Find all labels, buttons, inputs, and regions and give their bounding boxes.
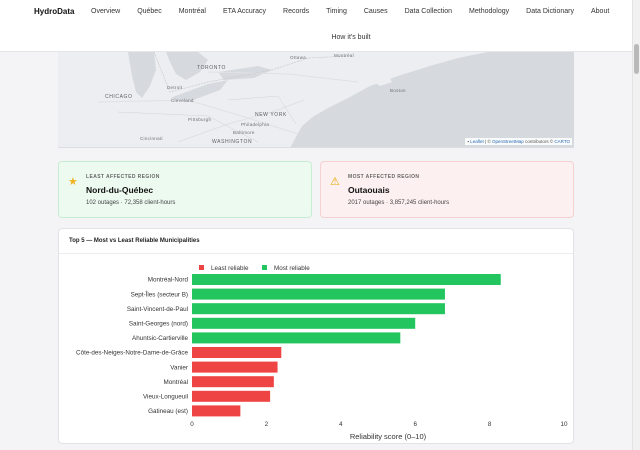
- chart-bar: [192, 274, 501, 285]
- most-affected-tag: MOST AFFECTED REGION: [348, 174, 420, 180]
- legend-swatch: [199, 265, 204, 270]
- nav-item-causes[interactable]: Causes: [363, 8, 388, 15]
- chart-bar: [192, 405, 241, 417]
- scrollbar-thumb[interactable]: [634, 44, 639, 74]
- map-city-label: TORONTO: [197, 65, 227, 71]
- osm-link[interactable]: OpenStreetMap: [492, 139, 524, 144]
- most-affected-region: Outaouais: [348, 185, 390, 195]
- map-city-label: Cincinnati: [140, 136, 163, 141]
- nav-item-eta-accuracy[interactable]: ETA Accuracy: [222, 8, 267, 15]
- map-city-label: NEW YORK: [255, 112, 287, 118]
- least-affected-card: ★ LEAST AFFECTED REGION Nord-du-Québec 1…: [58, 161, 312, 218]
- least-affected-tag: LEAST AFFECTED REGION: [86, 174, 160, 180]
- chart-bar: [192, 288, 445, 300]
- reliability-chart-card: Top 5 — Most vs Least Reliable Municipal…: [58, 228, 574, 444]
- category-label: Gatineau (est): [148, 408, 188, 415]
- nav-item-quebec[interactable]: Québec: [137, 8, 162, 15]
- star-icon: ★: [68, 176, 78, 188]
- map-city-label: Baltimore: [233, 130, 255, 135]
- least-affected-meta: 102 outages · 72,358 client-hours: [86, 200, 176, 206]
- chart-bar: [192, 317, 416, 329]
- category-label: Montréal-Nord: [148, 277, 189, 284]
- map-city-label: Pittsburgh: [188, 117, 212, 122]
- map-city-label: Ottawa: [290, 55, 307, 60]
- map-city-label: CHICAGO: [105, 94, 133, 100]
- x-tick-label: 10: [560, 421, 568, 428]
- map-city-label: Philadelphia: [241, 122, 270, 127]
- chart-divider: [59, 253, 573, 254]
- least-affected-region: Nord-du-Québec: [86, 185, 154, 195]
- chart-bar: [192, 361, 278, 373]
- leaflet-flag-icon: ▪: [467, 139, 470, 144]
- x-tick-label: 6: [413, 421, 417, 428]
- attribution-contributors: contributors ©: [523, 139, 555, 144]
- map-tiles: [58, 52, 574, 147]
- x-tick-label: 2: [265, 421, 269, 428]
- legend-label: Least reliable: [211, 265, 249, 272]
- nav-item-how-its-built[interactable]: How it's built: [331, 34, 371, 41]
- most-affected-card: ⚠ MOST AFFECTED REGION Outaouais 2017 ou…: [320, 161, 574, 218]
- brand-logo[interactable]: HydroData: [34, 7, 75, 16]
- chart-bar: [192, 332, 401, 344]
- most-affected-meta: 2017 outages · 3,857,245 client-hours: [348, 200, 450, 206]
- nav-item-records[interactable]: Records: [283, 8, 310, 15]
- x-axis-label: Reliability score (0–10): [350, 432, 427, 441]
- category-label: Vanier: [170, 364, 188, 371]
- page-scrollbar[interactable]: [632, 0, 640, 450]
- chart-bar: [192, 347, 282, 358]
- category-label: Montréal: [164, 379, 189, 386]
- warning-icon: ⚠: [330, 176, 340, 188]
- map-city-label: Detroit: [167, 85, 183, 90]
- nav-item-methodology[interactable]: Methodology: [469, 8, 510, 15]
- category-label: Sept-Îles (secteur B): [131, 289, 188, 298]
- x-tick-label: 8: [488, 421, 492, 428]
- nav-item-about[interactable]: About: [591, 8, 610, 15]
- category-label: Ahuntsic-Cartierville: [132, 335, 188, 342]
- map-city-label: Cleveland: [171, 98, 194, 103]
- top-navbar: HydroData Overview Québec Montréal ETA A…: [0, 0, 632, 52]
- category-label: Saint-Georges (nord): [129, 321, 188, 328]
- nav-item-montreal[interactable]: Montréal: [178, 8, 206, 15]
- category-label: Vieux-Longueuil: [143, 394, 188, 401]
- leaflet-link[interactable]: Leaflet: [470, 139, 484, 144]
- map-city-label: WASHINGTON: [212, 139, 253, 145]
- legend-label: Most reliable: [274, 265, 310, 272]
- nav-item-overview[interactable]: Overview: [91, 8, 121, 15]
- attribution-separator: | ©: [483, 139, 493, 144]
- map-attribution: ▪ Leaflet | © OpenStreetMap contributors…: [465, 138, 572, 145]
- nav-item-data-collection[interactable]: Data Collection: [404, 8, 453, 15]
- map-city-label: Montréal: [334, 53, 354, 58]
- nav-item-data-dictionary[interactable]: Data Dictionary: [526, 8, 574, 15]
- chart-bar: [192, 390, 271, 402]
- region-map[interactable]: TORONTO Ottawa Montréal Detroit Boston C…: [58, 52, 574, 148]
- nav-item-timing[interactable]: Timing: [326, 8, 347, 15]
- reliability-bar-chart: Least reliable Most reliable Montréal-Nord…: [76, 265, 568, 441]
- legend-swatch: [262, 265, 267, 270]
- category-label: Côte-des-Neiges-Notre-Dame-de-Grâce: [76, 350, 188, 357]
- map-city-label: Boston: [390, 88, 406, 93]
- chart-bar: [192, 376, 274, 388]
- x-tick-label: 0: [190, 421, 194, 428]
- x-tick-label: 4: [339, 421, 343, 428]
- chart-bar: [192, 303, 445, 315]
- carto-link[interactable]: CARTO: [554, 139, 570, 144]
- chart-title: Top 5 — Most vs Least Reliable Municipal…: [69, 238, 200, 244]
- nav-menu: Overview Québec Montréal ETA Accuracy Re…: [91, 7, 611, 42]
- category-label: Saint-Vincent-de-Paul: [127, 306, 188, 313]
